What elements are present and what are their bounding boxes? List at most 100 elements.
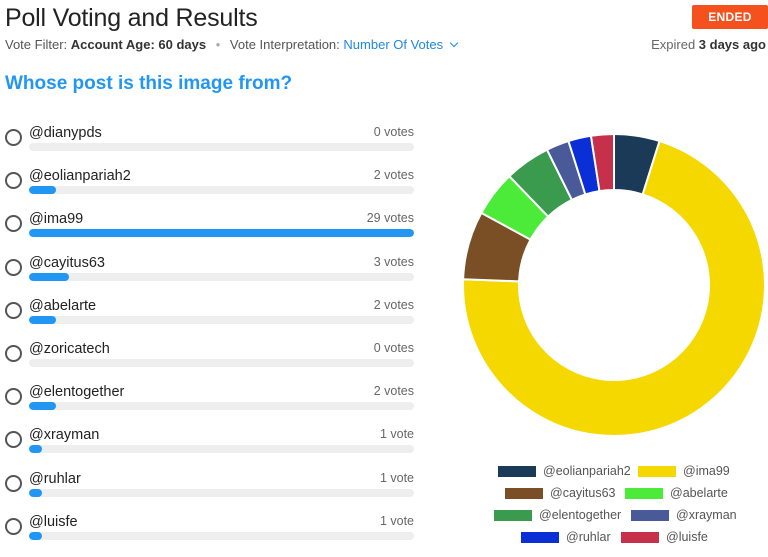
legend-label: @elentogether — [539, 508, 622, 522]
legend-label: @abelarte — [670, 486, 728, 500]
vote-bar-fill — [29, 445, 43, 453]
expired-info: Expired 3 days ago — [651, 37, 766, 52]
vote-bar-track — [29, 143, 414, 151]
legend-item[interactable]: @abelarte — [625, 486, 728, 500]
option-vote-count: 2 votes — [373, 384, 414, 398]
option-label: @elentogether — [29, 384, 125, 400]
poll-question: Whose post is this image from? — [5, 73, 293, 94]
status-badge: ENDED — [692, 5, 768, 29]
radio-button[interactable] — [5, 345, 22, 362]
donut-slice-luisfe — [589, 132, 615, 193]
expired-prefix: Expired — [651, 37, 696, 52]
option-label: @eolianpariah2 — [29, 168, 131, 184]
option-vote-count: 3 votes — [373, 255, 414, 269]
poll-meta: Vote Filter: Account Age: 60 days • Vote… — [5, 37, 459, 52]
legend-item[interactable]: @cayitus63 — [505, 486, 616, 500]
vote-bar-track — [29, 445, 414, 453]
page-title: Poll Voting and Results — [5, 4, 258, 32]
option-vote-count: 1 vote — [379, 514, 414, 528]
vote-bar-track — [29, 532, 414, 540]
option-vote-count: 1 vote — [379, 427, 414, 441]
vote-bar-track — [29, 186, 414, 194]
poll-option[interactable]: @elentogether 2 votes — [0, 380, 420, 418]
legend-swatch — [625, 487, 663, 499]
option-vote-count: 1 vote — [379, 471, 414, 485]
legend-swatch — [631, 509, 669, 521]
poll-option[interactable]: @cayitus63 3 votes — [0, 251, 420, 289]
legend-swatch — [494, 509, 532, 521]
radio-button[interactable] — [5, 431, 22, 448]
poll-option[interactable]: @ruhlar 1 vote — [0, 467, 420, 505]
option-vote-count: 29 votes — [366, 211, 414, 225]
vote-bar-track — [29, 273, 414, 281]
vote-interpretation-dropdown[interactable]: Number Of Votes — [343, 37, 444, 52]
vote-bar-track — [29, 229, 414, 237]
vote-bar-fill — [29, 229, 414, 237]
vote-bar-fill — [29, 402, 56, 410]
vote-bar-track — [29, 316, 414, 324]
option-label: @luisfe — [29, 514, 78, 530]
legend-row: @elentogether @xrayman — [470, 508, 768, 528]
legend-row: @eolianpariah2 @ima99 — [470, 464, 768, 484]
legend-swatch — [505, 487, 543, 499]
separator-dot: • — [215, 37, 221, 52]
vote-interpretation-label: Vote Interpretation: — [229, 37, 340, 52]
legend-swatch — [498, 465, 536, 477]
poll-option[interactable]: @zoricatech 0 votes — [0, 337, 420, 375]
legend-label: @luisfe — [666, 530, 708, 544]
option-label: @ima99 — [29, 211, 84, 227]
radio-button[interactable] — [5, 129, 22, 146]
poll-option[interactable]: @luisfe 1 vote — [0, 510, 420, 548]
option-label: @zoricatech — [29, 341, 110, 357]
vote-filter-label: Vote Filter: — [5, 37, 68, 52]
legend-item[interactable]: @ruhlar — [521, 530, 611, 544]
radio-button[interactable] — [5, 215, 22, 232]
option-label: @dianypds — [29, 125, 102, 141]
legend-label: @xrayman — [676, 508, 737, 522]
poll-option[interactable]: @eolianpariah2 2 votes — [0, 164, 420, 202]
legend-row: @ruhlar @luisfe — [470, 530, 768, 550]
poll-option[interactable]: @dianypds 0 votes — [0, 121, 420, 159]
legend-item[interactable]: @ima99 — [638, 464, 730, 478]
option-label: @abelarte — [29, 298, 97, 314]
legend-item[interactable]: @luisfe — [621, 530, 708, 544]
option-label: @ruhlar — [29, 471, 81, 487]
vote-bar-fill — [29, 186, 56, 194]
option-vote-count: 2 votes — [373, 168, 414, 182]
option-vote-count: 2 votes — [373, 298, 414, 312]
legend-swatch — [521, 531, 559, 543]
chevron-down-icon[interactable] — [449, 38, 459, 48]
option-label: @xrayman — [29, 427, 100, 443]
vote-bar-fill — [29, 532, 43, 540]
donut-slice-ima99 — [462, 139, 766, 437]
vote-bar-fill — [29, 316, 56, 324]
expired-value: 3 days ago — [698, 37, 766, 52]
vote-filter-value: Account Age: 60 days — [70, 37, 207, 52]
vote-bar-fill — [29, 489, 43, 497]
radio-button[interactable] — [5, 475, 22, 492]
poll-option[interactable]: @ima99 29 votes — [0, 207, 420, 245]
radio-button[interactable] — [5, 172, 22, 189]
option-label: @cayitus63 — [29, 255, 105, 271]
donut-chart — [462, 132, 766, 437]
legend-item[interactable]: @eolianpariah2 — [498, 464, 631, 478]
poll-option[interactable]: @abelarte 2 votes — [0, 294, 420, 332]
radio-button[interactable] — [5, 518, 22, 535]
option-vote-count: 0 votes — [373, 341, 414, 355]
radio-button[interactable] — [5, 388, 22, 405]
vote-bar-fill — [29, 273, 69, 281]
legend-label: @ima99 — [683, 464, 730, 478]
option-vote-count: 0 votes — [373, 125, 414, 139]
legend-item[interactable]: @elentogether — [494, 508, 621, 522]
legend-swatch — [638, 465, 676, 477]
radio-button[interactable] — [5, 259, 22, 276]
legend-label: @eolianpariah2 — [543, 464, 631, 478]
legend-item[interactable]: @xrayman — [631, 508, 737, 522]
poll-option[interactable]: @xrayman 1 vote — [0, 423, 420, 461]
legend-row: @cayitus63 @abelarte — [470, 486, 768, 506]
vote-bar-track — [29, 402, 414, 410]
legend-label: @cayitus63 — [550, 486, 616, 500]
legend-swatch — [621, 531, 659, 543]
radio-button[interactable] — [5, 302, 22, 319]
vote-bar-track — [29, 359, 414, 367]
